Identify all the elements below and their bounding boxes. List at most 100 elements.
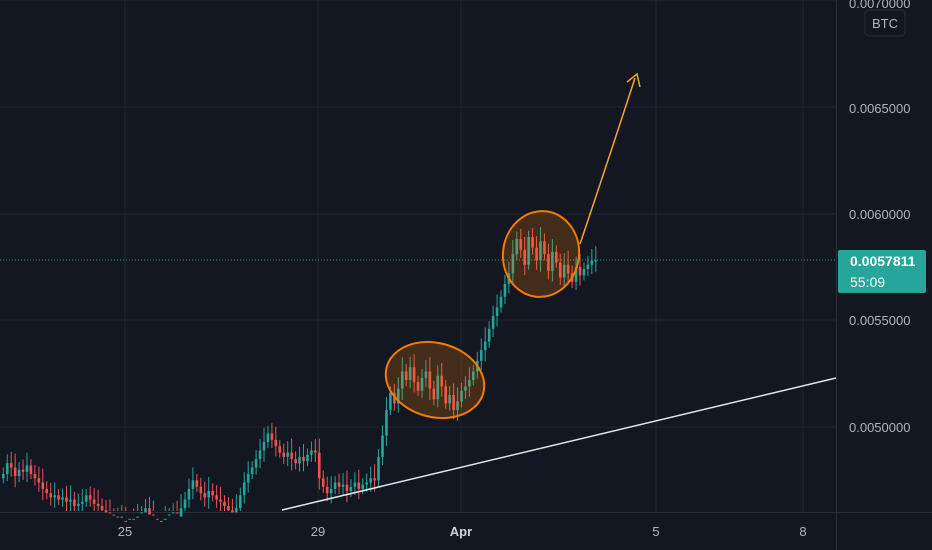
- candle-body: [515, 239, 519, 255]
- candle-body: [444, 386, 447, 404]
- candle-body: [84, 495, 88, 502]
- candle-body: [397, 388, 400, 404]
- candle-body: [448, 394, 451, 404]
- candle-body: [25, 465, 29, 472]
- candle-body: [116, 516, 120, 518]
- candle-body: [373, 478, 376, 481]
- candle-body: [385, 409, 388, 436]
- candle-body: [160, 520, 163, 522]
- candle-body: [9, 463, 13, 468]
- candle-body: [231, 510, 234, 513]
- candle-body: [219, 499, 222, 502]
- candle-body: [223, 501, 226, 506]
- candle-body: [582, 269, 586, 276]
- candle-body: [57, 495, 60, 500]
- last-price-value: 0.0057811: [850, 253, 916, 269]
- candle-body: [325, 486, 329, 494]
- candle-body: [535, 247, 538, 261]
- candle-body: [594, 260, 598, 262]
- candle-body: [424, 371, 428, 378]
- y-tick-label: 0.0050000: [849, 420, 910, 435]
- candle-body: [33, 473, 37, 479]
- candle-body: [503, 283, 507, 297]
- candle-body: [523, 249, 526, 265]
- candle-body: [41, 482, 45, 489]
- candle-body: [361, 484, 365, 489]
- candle-body: [440, 375, 444, 387]
- projection-arrow-head: [626, 72, 641, 88]
- candle-body: [294, 459, 297, 464]
- candle-body: [578, 266, 582, 276]
- candle-body: [183, 499, 187, 509]
- candle-body: [266, 433, 270, 442]
- candle-body: [428, 371, 432, 389]
- candle-body: [37, 478, 41, 483]
- candle-body: [420, 377, 424, 391]
- candle-body: [314, 450, 317, 453]
- candle-body: [195, 480, 199, 487]
- candle-body: [393, 392, 396, 404]
- countdown-timer: 55:09: [850, 274, 885, 290]
- candle-body: [239, 495, 242, 509]
- candle-body: [495, 307, 499, 316]
- candle-body: [17, 469, 21, 477]
- candle-body: [21, 469, 25, 472]
- candle-body: [479, 350, 483, 361]
- candle-body: [408, 367, 412, 381]
- candle-body: [590, 260, 594, 265]
- candle-body: [472, 371, 475, 381]
- candle-body: [306, 454, 309, 462]
- candle-body: [400, 371, 404, 389]
- candle-body: [416, 382, 420, 391]
- candle-body: [258, 450, 262, 460]
- candle-body: [456, 401, 459, 410]
- y-tick-label: 0.0055000: [849, 313, 910, 328]
- candle-body: [562, 264, 566, 278]
- candle-body: [5, 463, 9, 474]
- candle-body: [29, 465, 33, 474]
- candle-body: [136, 516, 139, 518]
- candle-body: [412, 367, 416, 383]
- candle-body: [13, 467, 17, 477]
- candle-body: [558, 262, 562, 278]
- candle-body: [81, 501, 84, 504]
- candle-body: [156, 518, 159, 520]
- candle-body: [250, 467, 254, 474]
- x-axis: 25 29 Apr 5 8: [118, 524, 807, 539]
- x-tick-label: 25: [118, 524, 132, 539]
- candle-body: [586, 264, 590, 270]
- candle-body: [171, 512, 175, 514]
- candle-body: [120, 516, 124, 518]
- candle-body: [242, 482, 246, 496]
- candle-body: [365, 482, 368, 485]
- support-trendline: [281, 377, 837, 511]
- candle-body: [574, 266, 578, 282]
- candles: [2, 227, 598, 522]
- candle-body: [290, 452, 293, 460]
- candle-body: [77, 503, 80, 506]
- candle-body: [353, 482, 357, 487]
- currency-label: BTC: [872, 16, 898, 31]
- x-tick-label: 5: [652, 524, 659, 539]
- candle-body: [341, 484, 345, 487]
- candle-body: [100, 505, 104, 511]
- candle-body: [65, 497, 68, 502]
- candle-body: [96, 503, 100, 506]
- candle-body: [436, 375, 440, 400]
- candle-body: [69, 499, 72, 502]
- candle-body: [175, 512, 179, 514]
- candle-body: [278, 446, 282, 453]
- candle-body: [128, 518, 131, 520]
- candle-body: [179, 508, 183, 517]
- candle-body: [531, 236, 534, 248]
- candle-body: [345, 484, 349, 492]
- candle-body: [349, 486, 353, 492]
- currency-badge[interactable]: BTC: [864, 9, 906, 37]
- y-tick-label: 0.0070000: [849, 0, 910, 11]
- candle-body: [108, 512, 112, 514]
- candle-body: [321, 478, 325, 487]
- y-tick-label: 0.0065000: [849, 101, 910, 116]
- candle-body: [215, 495, 218, 500]
